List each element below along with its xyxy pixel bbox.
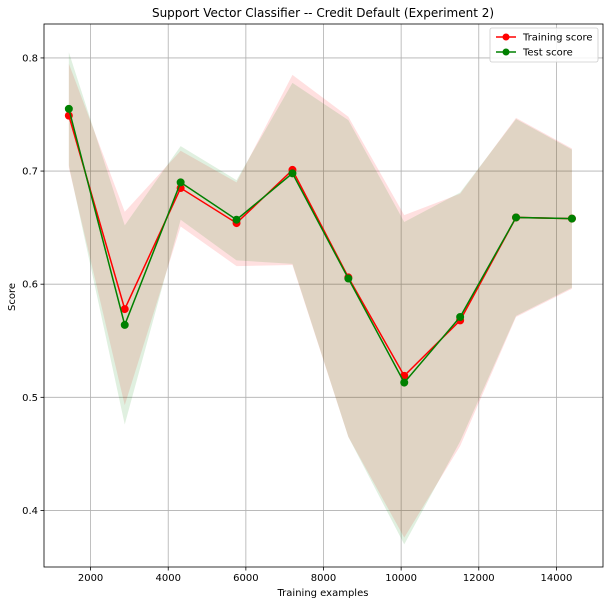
data-point <box>400 378 409 387</box>
y-tick-label: 0.4 <box>22 506 38 517</box>
chart-title: Support Vector Classifier -- Credit Defa… <box>152 6 494 20</box>
series-line <box>68 108 572 384</box>
data-point <box>64 104 73 113</box>
data-point <box>288 169 297 178</box>
data-point <box>176 178 185 187</box>
legend-marker <box>502 48 510 56</box>
y-tick-label: 0.6 <box>22 280 38 291</box>
series-line <box>68 115 572 378</box>
legend-label: Test score <box>522 48 573 59</box>
x-tick-label: 2000 <box>78 573 103 584</box>
y-tick-label: 0.7 <box>22 167 38 178</box>
data-point <box>120 305 129 314</box>
x-tick-label: 6000 <box>233 573 258 584</box>
legend-label: Training score <box>522 33 593 44</box>
x-tick-label: 14000 <box>541 573 573 584</box>
data-point <box>512 213 521 222</box>
x-tick-label: 8000 <box>311 573 336 584</box>
data-point <box>344 274 353 283</box>
x-tick-label: 12000 <box>463 573 495 584</box>
data-point <box>456 312 465 321</box>
plot-area: 2000 4000 6000 8000 10000 12000 14000 0.4 0.5 0.6… <box>22 23 604 584</box>
x-tick-label: 4000 <box>155 573 180 584</box>
legend: Training score Test score <box>489 27 599 63</box>
data-point <box>120 320 129 329</box>
legend-box <box>489 27 599 63</box>
y-tick-label: 0.8 <box>22 53 38 64</box>
legend-marker <box>502 33 510 41</box>
y-tick-label: 0.5 <box>22 393 38 404</box>
confidence-band <box>68 63 572 538</box>
x-axis-label: Training examples <box>277 588 369 599</box>
data-point <box>232 215 241 224</box>
data-point <box>567 214 576 223</box>
y-axis-label: Score <box>7 283 18 311</box>
x-tick-label: 10000 <box>385 573 417 584</box>
confidence-band <box>68 52 572 545</box>
